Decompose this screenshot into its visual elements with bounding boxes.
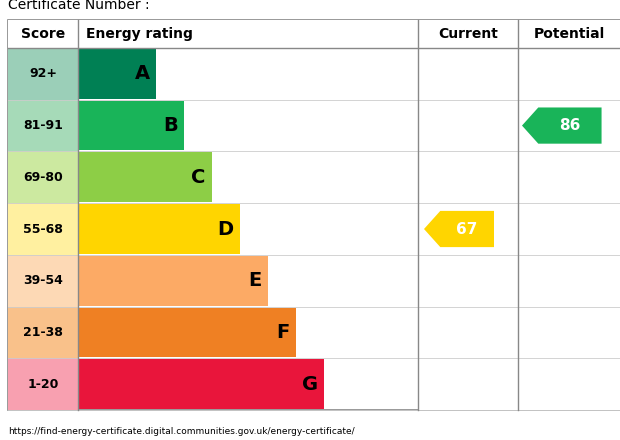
Polygon shape [424, 211, 494, 247]
Text: 86: 86 [559, 118, 580, 133]
Text: D: D [218, 220, 234, 238]
Bar [78, 359, 324, 409]
Text: Certificate Number :: Certificate Number : [8, 0, 149, 12]
Bar [8, 307, 78, 358]
Text: https://find-energy-certificate.digital.communities.gov.uk/energy-certificate/: https://find-energy-certificate.digital.… [8, 427, 355, 436]
Bar [518, 358, 620, 410]
Bar [418, 151, 518, 203]
Bar [8, 255, 78, 307]
Bar [418, 48, 518, 100]
Bar [418, 255, 518, 307]
Bar [518, 48, 620, 100]
Text: B: B [163, 116, 177, 135]
Bar [418, 203, 518, 255]
Bar [78, 101, 184, 150]
Bar [418, 100, 518, 151]
Bar [78, 152, 211, 202]
Bar [78, 49, 156, 99]
Text: E: E [249, 271, 262, 290]
Bar [518, 255, 620, 307]
Bar [8, 100, 78, 151]
Bar [418, 307, 518, 358]
Bar [8, 20, 620, 48]
Bar [518, 100, 620, 151]
Bar [8, 48, 78, 100]
Text: Score: Score [21, 27, 65, 41]
Text: C: C [192, 168, 206, 187]
Bar [8, 358, 78, 410]
Bar [8, 203, 78, 255]
Bar [518, 307, 620, 358]
Bar [418, 358, 518, 410]
Text: 55-68: 55-68 [23, 223, 63, 235]
Bar [518, 151, 620, 203]
Text: 21-38: 21-38 [23, 326, 63, 339]
Bar [78, 204, 240, 254]
Bar [518, 203, 620, 255]
Text: 92+: 92+ [29, 67, 57, 81]
Bar [8, 151, 78, 203]
Bar [78, 308, 296, 357]
Text: 39-54: 39-54 [23, 274, 63, 287]
Bar [8, 20, 620, 410]
Text: A: A [135, 64, 149, 83]
Text: Energy rating: Energy rating [86, 27, 193, 41]
Text: Current: Current [438, 27, 498, 41]
Polygon shape [522, 107, 601, 144]
Text: 67: 67 [456, 221, 478, 237]
Text: 81-91: 81-91 [23, 119, 63, 132]
Text: Potential: Potential [533, 27, 604, 41]
Text: G: G [302, 374, 318, 394]
Bar [78, 256, 268, 305]
Text: F: F [277, 323, 290, 342]
Text: 1-20: 1-20 [27, 378, 59, 391]
Text: 69-80: 69-80 [23, 171, 63, 184]
